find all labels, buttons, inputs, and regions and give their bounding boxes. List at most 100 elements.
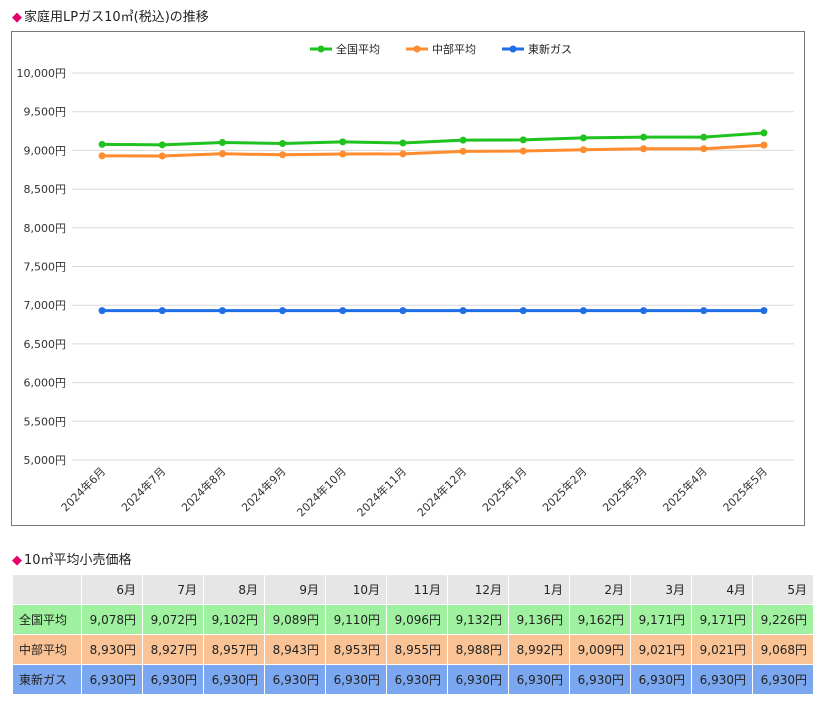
data-point	[579, 146, 587, 154]
data-point	[218, 307, 226, 315]
data-point	[640, 145, 648, 153]
data-point	[339, 307, 347, 315]
data-point	[459, 136, 467, 144]
y-tick-label: 7,000円	[24, 299, 67, 312]
table-header-cell: 4月	[691, 574, 753, 605]
table-cell: 6,930円	[447, 664, 509, 695]
chart-canvas: 5,000円 5,500円 6,000円 6,500円 7,000円 7,500円 8,00…	[17, 42, 794, 519]
table-cell: 9,171円	[691, 604, 753, 635]
table-header-cell: 12月	[447, 574, 509, 605]
x-tick-label: 2024年10月	[294, 464, 349, 519]
data-point	[279, 307, 287, 315]
table-header-cell: 8月	[203, 574, 265, 605]
data-point	[700, 307, 708, 315]
table-cell: 9,171円	[630, 604, 692, 635]
diamond-marker-icon: ◆	[12, 10, 22, 25]
x-tick-label: 2024年9月	[239, 464, 289, 514]
x-tick-label: 2025年1月	[479, 464, 529, 514]
price-table: 6月 7月 8月 9月 10月 11月 12月 1月 2月 3月 4月 5月 全…	[12, 574, 814, 695]
data-point	[399, 139, 407, 147]
data-point	[579, 307, 587, 315]
y-tick-label: 9,000円	[24, 144, 67, 157]
table-cell: 6,930円	[508, 664, 570, 695]
data-point	[640, 133, 648, 141]
table-header-cell: 9月	[264, 574, 326, 605]
table-corner-cell	[12, 574, 82, 605]
table-cell: 9,096円	[386, 604, 448, 635]
table-cell: 6,930円	[264, 664, 326, 695]
legend-label: 全国平均	[336, 42, 380, 56]
table-cell: 8,992円	[508, 634, 570, 665]
data-point	[218, 150, 226, 158]
table-row-label: 東新ガス	[12, 664, 82, 695]
data-point	[459, 147, 467, 155]
data-point	[98, 307, 106, 315]
data-point	[218, 139, 226, 147]
table-cell: 9,089円	[264, 604, 326, 635]
data-point	[279, 140, 287, 148]
table-row-label: 中部平均	[12, 634, 82, 665]
x-tick-label: 2025年4月	[660, 464, 710, 514]
data-point	[519, 147, 527, 155]
data-point	[760, 307, 768, 315]
table-header-cell: 1月	[508, 574, 570, 605]
table-cell: 6,930円	[691, 664, 753, 695]
legend-marker	[413, 45, 421, 53]
y-tick-label: 7,500円	[24, 261, 67, 274]
data-point	[98, 152, 106, 160]
table-header-cell: 11月	[386, 574, 448, 605]
y-tick-label: 10,000円	[17, 67, 67, 80]
legend-label: 東新ガス	[528, 42, 572, 56]
x-tick-label: 2025年2月	[539, 464, 589, 514]
table-cell: 6,930円	[203, 664, 265, 695]
table-cell: 6,930円	[142, 664, 204, 695]
x-tick-label: 2024年7月	[118, 464, 168, 514]
table-row: 東新ガス 6,930円 6,930円 6,930円 6,930円 6,930円 6,930円…	[12, 664, 814, 695]
data-point	[279, 151, 287, 159]
table-cell: 8,943円	[264, 634, 326, 665]
data-point	[158, 307, 166, 315]
series-line	[102, 143, 765, 158]
data-point	[158, 152, 166, 160]
table-cell: 8,957円	[203, 634, 265, 665]
chart-section-title: ◆ 家庭用LPガス10㎥(税込)の推移	[12, 6, 209, 25]
series-line	[102, 131, 765, 147]
table-cell: 9,078円	[81, 604, 143, 635]
y-tick-label: 5,500円	[24, 415, 67, 428]
data-point	[158, 141, 166, 149]
line-chart: 5,000円 5,500円 6,000円 6,500円 7,000円 7,500円 8,00…	[11, 31, 805, 526]
table-cell: 8,988円	[447, 634, 509, 665]
table-cell: 9,102円	[203, 604, 265, 635]
x-tick-label: 2025年5月	[720, 464, 770, 514]
table-cell: 6,930円	[752, 664, 814, 695]
table-cell: 9,136円	[508, 604, 570, 635]
table-cell: 9,068円	[752, 634, 814, 665]
data-point	[399, 307, 407, 315]
table-cell: 8,953円	[325, 634, 387, 665]
data-point	[579, 134, 587, 142]
table-header-cell: 6月	[81, 574, 143, 605]
y-tick-label: 5,000円	[24, 454, 67, 467]
data-point	[700, 145, 708, 153]
table-cell: 9,132円	[447, 604, 509, 635]
legend-marker	[317, 45, 325, 53]
table-cell: 9,009円	[569, 634, 631, 665]
x-tick-label: 2024年6月	[58, 464, 108, 514]
data-point	[519, 307, 527, 315]
table-cell: 8,955円	[386, 634, 448, 665]
data-point	[339, 150, 347, 158]
data-point	[760, 141, 768, 149]
data-point	[339, 138, 347, 146]
data-point	[98, 140, 106, 148]
table-header-cell: 7月	[142, 574, 204, 605]
table-header-cell: 10月	[325, 574, 387, 605]
table-cell: 9,110円	[325, 604, 387, 635]
table-header-cell: 5月	[752, 574, 814, 605]
table-cell: 9,162円	[569, 604, 631, 635]
x-tick-label: 2024年11月	[354, 464, 409, 519]
table-cell: 8,930円	[81, 634, 143, 665]
y-tick-label: 6,500円	[24, 338, 67, 351]
table-cell: 9,021円	[691, 634, 753, 665]
data-point	[519, 136, 527, 144]
y-tick-label: 6,000円	[24, 377, 67, 390]
